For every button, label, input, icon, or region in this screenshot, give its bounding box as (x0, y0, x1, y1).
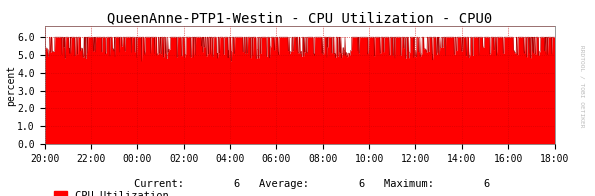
Text: Current:        6   Average:        6   Maximum:        6: Current: 6 Average: 6 Maximum: 6 (134, 179, 490, 189)
Legend: CPU Utilization: CPU Utilization (50, 187, 173, 196)
Text: RRDTOOL / TOBI OETIKER: RRDTOOL / TOBI OETIKER (580, 45, 585, 127)
Title: QueenAnne-PTP1-Westin - CPU Utilization - CPU0: QueenAnne-PTP1-Westin - CPU Utilization … (107, 11, 492, 25)
Y-axis label: percent: percent (6, 65, 16, 106)
